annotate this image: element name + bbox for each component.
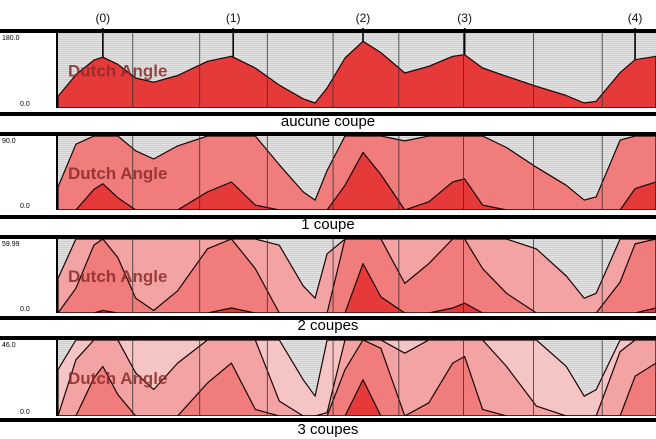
panel-caption: 3 coupes [297, 421, 359, 438]
watermark-text: Dutch Angle [68, 164, 167, 183]
watermark-text: Dutch Angle [68, 62, 167, 81]
panel-1: Dutch Angle 90.0 0.0 [0, 132, 656, 219]
panel-baseline [0, 112, 656, 116]
ymin-label: 0.0 [20, 101, 30, 108]
marker-label: (3) [457, 11, 472, 25]
band-layers [58, 136, 656, 210]
panel-caption: 1 coupe [301, 216, 355, 233]
panel-3: Dutch Angle 46.0 0.0 [0, 336, 656, 422]
panel-caption: 2 coupes [297, 317, 359, 334]
band-layers [58, 40, 656, 108]
watermark-text: Dutch Angle [68, 267, 167, 286]
panel-0: Dutch Angle 180.0 0.0 [0, 29, 656, 116]
y-axis-line [56, 239, 58, 313]
ymax-label: 90.0 [2, 138, 16, 145]
panel-top-border [0, 132, 656, 136]
band-3 [58, 379, 656, 416]
ymax-label: 46.0 [2, 342, 16, 349]
panel-top-border [0, 235, 656, 239]
ymin-label: 0.0 [20, 306, 30, 313]
ymin-label: 0.0 [20, 203, 30, 210]
y-axis-line [56, 136, 58, 210]
y-axis-line [56, 340, 58, 416]
band-2 [58, 340, 656, 416]
marker-label: (4) [627, 11, 643, 25]
band-1 [58, 151, 656, 210]
panel-top-border [0, 29, 656, 33]
panel-top-border [0, 336, 656, 340]
band-layers [58, 239, 656, 313]
marker-label: (0) [95, 11, 111, 25]
ymax-label: 59.99 [2, 241, 20, 248]
panel-caption: aucune coupe [280, 113, 376, 130]
band-2 [58, 263, 656, 313]
band-0 [58, 40, 656, 108]
marker-label: (2) [355, 11, 371, 25]
ymin-label: 0.0 [20, 409, 30, 416]
panel-baseline [0, 418, 656, 422]
panel-baseline [0, 215, 656, 219]
band-1 [58, 239, 656, 313]
panel-baseline [0, 316, 656, 320]
y-axis-line [56, 33, 58, 108]
watermark-text: Dutch Angle [68, 369, 167, 388]
marker-label: (1) [225, 11, 241, 25]
panel-2: Dutch Angle 59.99 0.0 [0, 235, 656, 320]
band-layers [58, 340, 656, 416]
ymax-label: 180.0 [2, 35, 20, 42]
